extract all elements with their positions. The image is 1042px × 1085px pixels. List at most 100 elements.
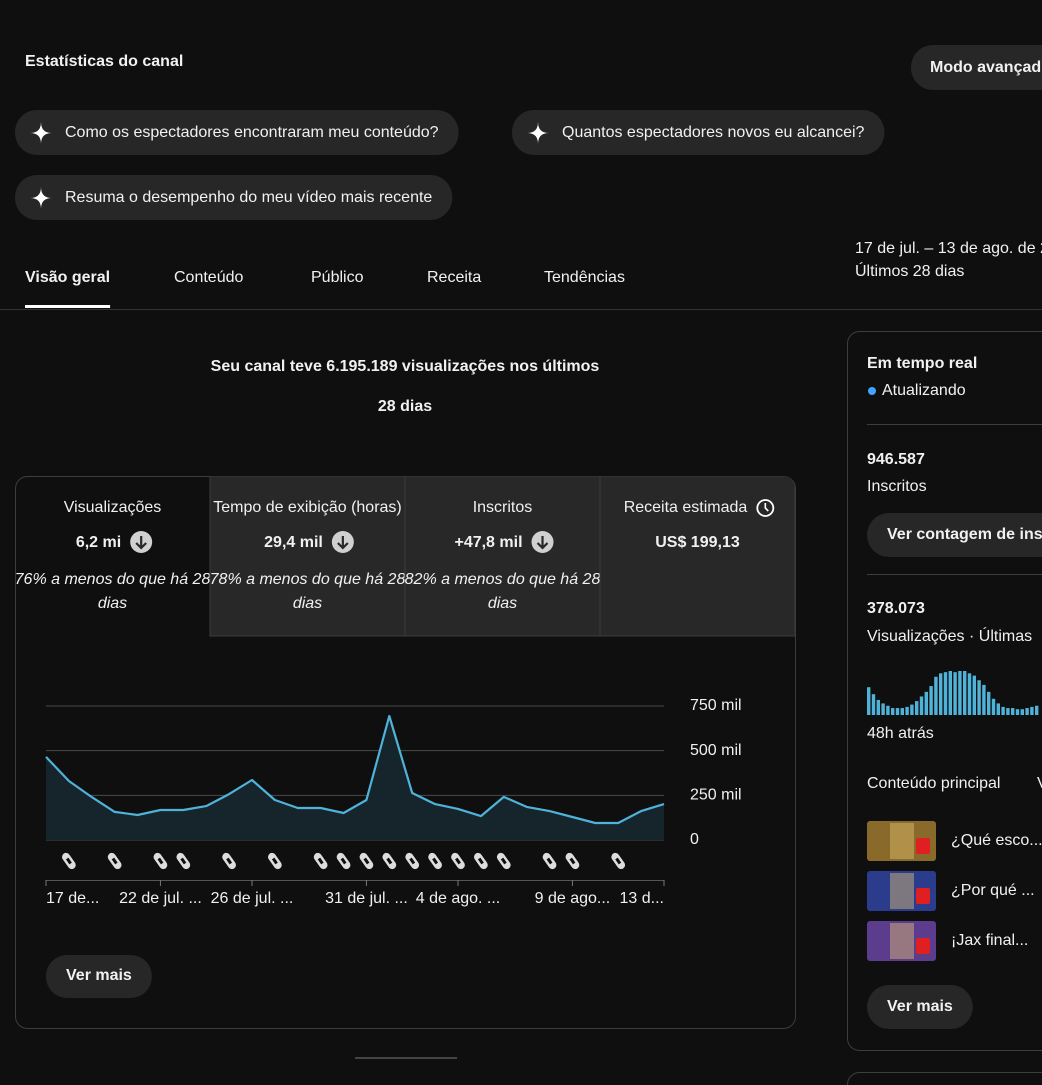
shorts-icon [496,852,511,870]
content-title[interactable]: ¿Qué esco... [951,832,1042,849]
shorts-cut [111,857,118,865]
shorts-cut [363,857,370,865]
shorts-icon [153,852,168,870]
shorts-cut [226,857,233,865]
down-arrow [536,536,549,550]
top-content-label: Conteúdo principal [867,775,1000,792]
summary-line: 28 dias [378,398,432,415]
realtime-bar [871,694,876,715]
sparkle-icon [30,122,52,144]
metric-label[interactable]: Tempo de exibição (horas) [213,499,402,516]
next-panel-edge [847,1072,1042,1085]
status-dot [868,387,876,395]
scroll-indicator [355,1057,457,1059]
y-tick-label: 0 [690,831,699,848]
realtime-bar [900,708,904,715]
x-tick-label: 4 de ago. ... [416,890,501,907]
suggestion-chip[interactable] [512,110,885,155]
tab[interactable]: Público [311,269,364,286]
shorts-cut [615,857,622,865]
shorts-badge [916,888,930,904]
suggestion-chip[interactable] [15,110,459,155]
realtime-bar [876,699,880,715]
realtime-bar [1006,708,1010,715]
realtime-title: Em tempo real [867,355,977,372]
tab[interactable]: Visão geral [25,269,110,286]
shorts-icon [107,852,122,870]
mode-button-label[interactable]: Modo avançad [930,59,1041,76]
shorts-cut [317,857,324,865]
shorts-cut [569,857,576,865]
realtime-bar [886,705,890,715]
bars-label: 48h atrás [867,725,934,742]
metric-value[interactable]: +47,8 mil [454,534,522,551]
suggestion-chip[interactable] [15,175,453,220]
shorts-cut [65,857,72,865]
area [46,716,664,840]
shorts-icon [405,852,420,870]
realtime-bar [953,672,957,715]
shorts-cut [455,857,461,865]
shorts-icon [428,852,442,870]
see-more-button[interactable] [867,985,973,1029]
see-more-label[interactable]: Ver mais [66,967,132,984]
suggestion-label[interactable]: Resuma o desempenho do meu vídeo mais re… [65,189,432,206]
shorts-icon [382,852,397,870]
metric-value[interactable]: US$ 199,13 [655,534,740,551]
shorts-icon [359,852,374,870]
realtime-bar [943,672,948,715]
tab[interactable]: Tendências [544,269,625,286]
realtime-bar [996,703,1000,715]
metric-value[interactable]: 6,2 mi [76,534,121,551]
thumbnail-inner [890,873,914,909]
realtime-status: Atualizando [882,382,966,399]
realtime-bar [924,691,928,715]
realtime-bar [915,701,919,715]
tab[interactable]: Conteúdo [174,269,243,286]
suggestion-label[interactable]: Como os espectadores encontraram meu con… [65,124,439,141]
suggestion-label[interactable]: Quantos espectadores novos eu alcancei? [562,124,865,141]
realtime-bar [929,686,933,715]
y-tick-label: 250 mil [690,787,742,804]
metric-note: 76% a menos do que há 28 [15,571,211,588]
shorts-badge [916,938,930,954]
x-tick-label: 9 de ago... [535,890,611,907]
x-tick-label: 26 de jul. ... [211,890,294,907]
content-title[interactable]: ¿Por qué ... [951,882,1035,899]
shorts-icon [542,852,557,870]
shorts-cut [477,857,484,865]
realtime-bar [867,687,871,715]
see-more-label[interactable]: Ver mais [887,998,953,1015]
metric-note: dias [293,595,322,612]
shorts-badge [916,838,930,854]
line [45,714,665,825]
period-dates: 17 de jul. – 13 de ago. de 20 [855,240,1042,257]
content-title[interactable]: ¡Jax final... [951,932,1028,949]
realtime-bar [1011,708,1015,715]
count-button-label[interactable]: Ver contagem de ins [887,526,1042,543]
realtime-bar [967,673,972,715]
tab[interactable]: Receita [427,269,481,286]
subscribers-label: Inscritos [867,478,927,495]
clock-icon [756,499,775,517]
realtime-bar [987,691,991,715]
shorts-icon [336,852,351,870]
metric-cell[interactable] [404,476,601,637]
metric-label[interactable]: Inscritos [473,499,533,516]
see-more-button[interactable] [46,955,152,998]
shorts-icon [62,852,76,870]
shorts-cut [500,857,507,865]
metric-value[interactable]: 29,4 mil [264,534,323,551]
metric-cell[interactable] [599,476,795,637]
shorts-icon [222,852,236,870]
y-tick-label: 750 mil [690,697,742,714]
metric-label[interactable]: Receita estimada [624,499,748,516]
mode-button[interactable] [911,45,1042,90]
shorts-cut [180,857,187,865]
metric-label[interactable]: Visualizações [64,499,162,516]
shorts-cut [271,857,278,865]
count-button[interactable] [867,513,1042,557]
realtime-bar [958,671,962,715]
